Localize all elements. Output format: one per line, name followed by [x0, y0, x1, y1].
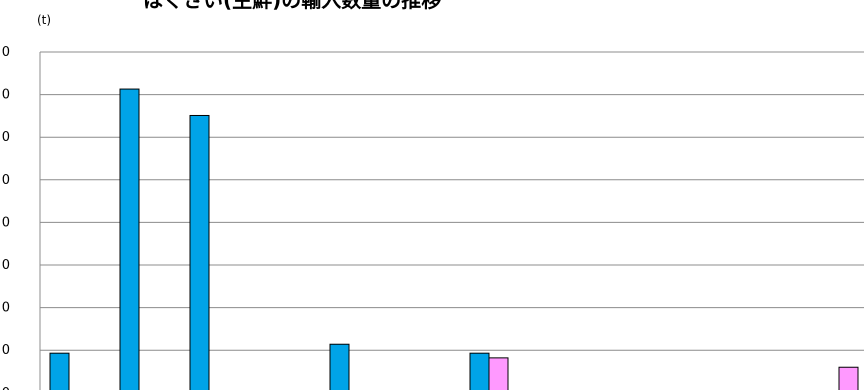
bar — [49, 352, 70, 390]
y-tick-label: 0 — [2, 173, 10, 188]
bar — [488, 357, 509, 390]
chart-title: はくさい(生鮮)の輸入数量の推移 — [143, 0, 442, 12]
y-tick-label: 0 — [2, 301, 10, 316]
bar — [189, 114, 210, 390]
y-tick-label: 0 — [2, 88, 10, 103]
y-tick-label: 0 — [2, 45, 10, 60]
bar — [838, 366, 859, 390]
y-tick-label: 0 — [2, 386, 10, 390]
y-tick-label: 0 — [2, 130, 10, 145]
y-tick-label: 0 — [2, 258, 10, 273]
y-tick-label: 0 — [2, 215, 10, 230]
y-tick-label: 0 — [2, 343, 10, 358]
bar — [119, 88, 140, 390]
bar — [469, 352, 490, 390]
unit-label: (t) — [37, 13, 52, 27]
bar — [329, 343, 350, 390]
